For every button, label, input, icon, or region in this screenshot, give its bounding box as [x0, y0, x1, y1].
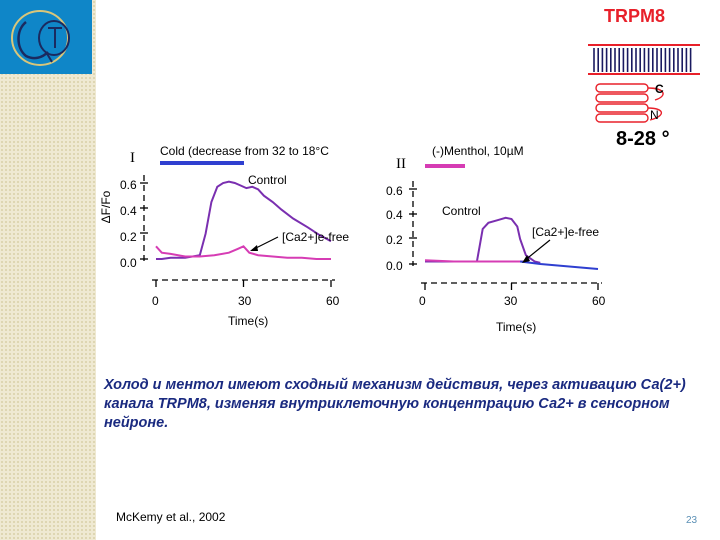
panel-1-ytick-00: 0.0 [120, 256, 137, 270]
panel-2-ytick-02: 0.2 [386, 233, 403, 247]
panel-2-ytick-00: 0.0 [386, 259, 403, 273]
panel-2-label: II [396, 156, 406, 172]
panel-1-arrowhead [250, 245, 258, 251]
panel-2-xtick-30: 30 [504, 294, 518, 308]
slide-caption: Холод и ментол имеют сходный механизм де… [104, 377, 686, 431]
page-number: 23 [686, 515, 698, 526]
sidebar-background [0, 0, 96, 540]
panel-2-ytick-04: 0.4 [386, 208, 403, 222]
logo-icon [11, 10, 70, 66]
panel-2-xlabel: Time(s) [496, 320, 537, 334]
panel-1-xtick-30: 30 [238, 294, 252, 308]
citation: McKemy et al., 2002 [116, 510, 226, 524]
membrane-helices [593, 48, 692, 72]
slide-header: TRPM8 [604, 6, 666, 26]
panel-1-ytick-04: 0.4 [120, 204, 137, 218]
panel-1-ytick-06: 0.6 [120, 178, 137, 192]
temperature-range: 8-28 ° [616, 128, 670, 150]
c-terminus-label: C [655, 82, 664, 96]
panel-1-series-line-1 [155, 245, 331, 260]
panel-2-ytick-06: 0.6 [386, 184, 403, 198]
panel-2-series-line-2 [519, 260, 599, 270]
panel-1-xlabel: Time(s) [228, 314, 269, 328]
panel-2-series-line-0 [425, 216, 541, 264]
coil-domain [595, 83, 664, 123]
panel-1-series-label-control: Control [248, 173, 287, 187]
panel-1-label: I [130, 150, 135, 166]
panel-1-xtick-60: 60 [326, 294, 340, 308]
n-terminus-label: N [650, 108, 659, 122]
panel-2-arrow-ca-free [523, 239, 551, 262]
panel-2-series-label-control: Control [442, 204, 481, 218]
panel-2-arrowhead [522, 255, 530, 263]
logo-box [0, 0, 92, 74]
panel-2-xtick-60: 60 [592, 294, 606, 308]
panel-1-stimulus-label: Cold (decrease from 32 to 18°C [160, 144, 329, 158]
panel-2-stimulus-label: (-)Menthol, 10µM [432, 144, 524, 158]
panel-2-series-label-ca-free: [Ca2+]e-free [532, 225, 600, 239]
panel-2-xtick-0: 0 [419, 294, 426, 308]
panel-1-xtick-0: 0 [152, 294, 159, 308]
panel-1-ytick-02: 0.2 [120, 230, 137, 244]
panel-1-series-label-ca-free: [Ca2+]e-free [282, 230, 350, 244]
